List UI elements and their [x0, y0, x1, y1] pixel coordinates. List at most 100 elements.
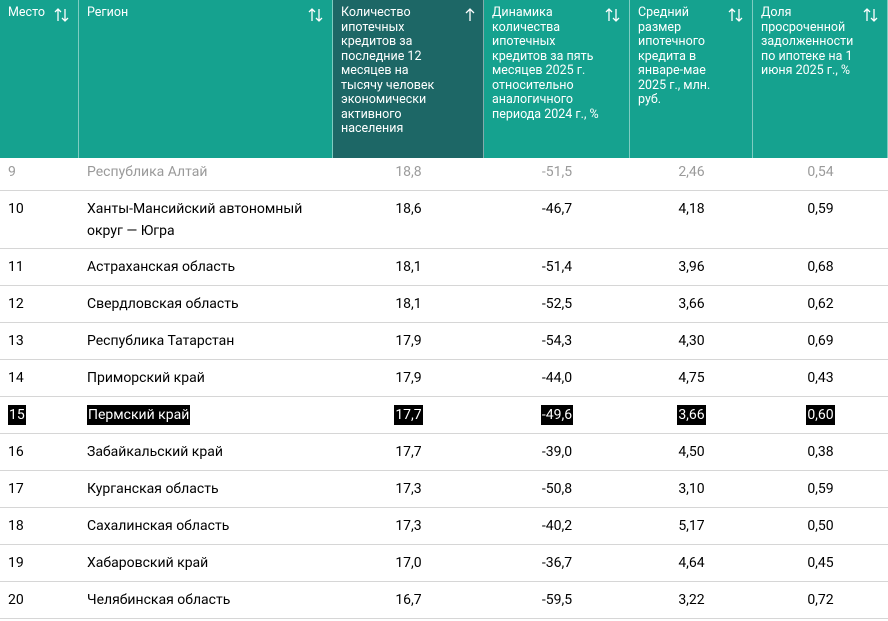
table-cell: 2,46: [638, 158, 745, 183]
cell-text: 19: [8, 555, 24, 571]
table-cell: 18: [8, 508, 71, 537]
cell-text: 17,9: [395, 370, 422, 386]
table-cell: 4,75: [638, 360, 745, 389]
column-header[interactable]: Средний размер ипотечного кредита в янва…: [630, 0, 753, 158]
cell-text: 0,45: [807, 555, 834, 571]
cell-text: 0,69: [807, 333, 834, 349]
cell-text: 13: [8, 333, 24, 349]
cell-text: Республика Татарстан: [87, 333, 235, 349]
table-cell: 0,50: [761, 508, 880, 537]
table-cell: Приморский край: [87, 360, 317, 389]
cell-text: 4,18: [678, 201, 705, 217]
column-header[interactable]: Доля просроченной задолженности по ипоте…: [753, 0, 888, 158]
cell-text: -36,7: [541, 555, 573, 571]
table-cell: 0,59: [761, 191, 880, 220]
cell-text: 20: [8, 592, 24, 608]
cell-text: 0,59: [807, 481, 834, 497]
sort-icon: [728, 8, 743, 22]
cell-text: 16,7: [395, 592, 422, 608]
table-cell: Республика Татарстан: [87, 323, 317, 352]
sort-icon: [54, 8, 69, 22]
table-row: 19 Хабаровский край 17,0 -36,7 4,64 0,45: [0, 545, 888, 582]
table-cell: 11: [8, 249, 71, 278]
table-cell: 20: [8, 582, 71, 611]
table-cell: 17,7: [341, 434, 476, 463]
table-cell: 0,62: [761, 286, 880, 315]
table-row: 12 Свердловская область 18,1 -52,5 3,66 0,62: [0, 286, 888, 323]
column-header[interactable]: Количество ипотечных кредитов за последн…: [333, 0, 484, 158]
table-cell: 4,30: [638, 323, 745, 352]
table-row: 16 Забайкальский край 17,7 -39,0 4,50 0,38: [0, 434, 888, 471]
table-cell: 17: [8, 471, 71, 500]
cell-text: 17,9: [395, 333, 422, 349]
cell-text: Астраханская область: [87, 259, 236, 275]
table-row: 17 Курганская область 17,3 -50,8 3,10 0,59: [0, 471, 888, 508]
table-row: 11 Астраханская область 18,1 -51,4 3,96 0,68: [0, 249, 888, 286]
cell-text: 17,3: [395, 481, 422, 497]
table-cell: Свердловская область: [87, 286, 317, 315]
cell-text: 9: [8, 164, 16, 180]
cell-text: 0,50: [807, 518, 834, 534]
table-cell: Челябинская область: [87, 582, 317, 611]
cell-text: 10: [8, 201, 24, 217]
cell-text: Республика Алтай: [87, 164, 208, 180]
table-cell: 4,18: [638, 191, 745, 220]
table-cell: 17,3: [341, 508, 476, 537]
cell-text: 3,96: [678, 259, 705, 275]
cell-text: 15: [8, 405, 26, 425]
table-row: 15 Пермский край 17,7 -49,6 3,66 0,60: [0, 397, 888, 434]
cell-text: -54,3: [541, 333, 573, 349]
table-cell: -36,7: [492, 545, 622, 574]
table-cell: 17,3: [341, 471, 476, 500]
header-text: Регион: [87, 5, 129, 20]
cell-text: 18,1: [395, 259, 422, 275]
table-cell: 0,60: [761, 397, 880, 426]
cell-text: 3,10: [678, 481, 705, 497]
column-header[interactable]: Место: [0, 0, 79, 158]
table-cell: Курганская область: [87, 471, 317, 500]
table-cell: 12: [8, 286, 71, 315]
table-cell: 17,9: [341, 360, 476, 389]
table-row: 10 Ханты-Мансийский автономный округ — Юг…: [0, 191, 888, 249]
table-cell: 3,96: [638, 249, 745, 278]
sort-icon: [605, 8, 620, 22]
header-text: Средний размер ипотечного кредита в янва…: [638, 5, 711, 107]
cell-text: -52,5: [541, 296, 573, 312]
table-cell: Ханты-Мансийский автономный округ — Югра: [87, 191, 317, 242]
cell-text: 17,3: [395, 518, 422, 534]
table-cell: Республика Алтай: [87, 158, 317, 183]
table-cell: -51,5: [492, 158, 622, 183]
cell-text: -44,0: [541, 370, 573, 386]
cell-text: 0,60: [806, 405, 835, 425]
table-cell: 18,1: [341, 286, 476, 315]
table-cell: 15: [8, 397, 71, 426]
table-cell: -59,5: [492, 582, 622, 611]
cell-text: 18,8: [395, 164, 422, 180]
cell-text: 16: [8, 444, 24, 460]
table-cell: -40,2: [492, 508, 622, 537]
cell-text: -59,5: [541, 592, 573, 608]
sort-icon: [465, 8, 475, 21]
cell-text: 4,75: [678, 370, 705, 386]
cell-text: 17,0: [395, 555, 422, 571]
table-cell: -51,4: [492, 249, 622, 278]
table-cell: 0,43: [761, 360, 880, 389]
cell-text: 0,62: [807, 296, 834, 312]
column-header[interactable]: Регион: [79, 0, 333, 158]
table-cell: Астраханская область: [87, 249, 317, 278]
cell-text: -40,2: [541, 518, 573, 534]
table-cell: 0,59: [761, 471, 880, 500]
table-cell: Забайкальский край: [87, 434, 317, 463]
table-cell: -50,8: [492, 471, 622, 500]
cell-text: Ханты-Мансийский автономный округ — Югра: [87, 201, 303, 239]
header-text: Место: [8, 5, 45, 20]
table-cell: 0,68: [761, 249, 880, 278]
sort-icon: [863, 8, 878, 22]
column-header[interactable]: Динамика количества ипотечных кредитов з…: [484, 0, 630, 158]
cell-text: 3,66: [677, 405, 706, 425]
cell-text: 0,72: [807, 592, 834, 608]
cell-text: 4,30: [678, 333, 705, 349]
cell-text: 0,59: [807, 201, 834, 217]
cell-text: 3,22: [678, 592, 705, 608]
sort-icon: [308, 8, 323, 22]
